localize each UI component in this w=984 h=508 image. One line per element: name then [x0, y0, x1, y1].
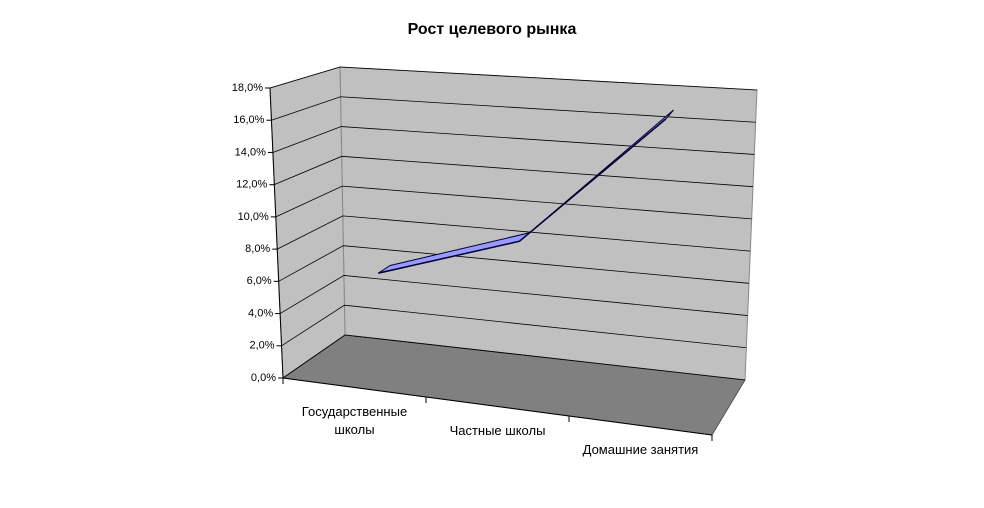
y-tick-label: 6,0% — [247, 275, 272, 287]
grid-line — [281, 304, 747, 349]
y-tick-label: 18,0% — [232, 82, 263, 94]
y-tick-label: 4,0% — [248, 307, 273, 319]
y-tick-label: 2,0% — [249, 340, 274, 352]
grid-line — [282, 334, 746, 381]
grid-line — [275, 185, 752, 220]
grid-line — [277, 215, 751, 252]
grid-line — [278, 245, 750, 284]
grid-line — [269, 66, 758, 91]
y-tick-label: 8,0% — [245, 243, 270, 255]
grid-line — [274, 155, 754, 188]
y-axis — [269, 87, 284, 379]
y-tick-label: 16,0% — [233, 114, 264, 126]
line — [378, 118, 667, 274]
grid-line — [271, 96, 756, 123]
back-wall — [339, 66, 758, 381]
grid-line — [279, 275, 748, 316]
chart-title: Рост целевого рынка — [408, 21, 577, 38]
x-tick-label: Частные школы — [449, 422, 546, 438]
grid-line — [272, 126, 755, 155]
x-tick-label: Государственные школы — [301, 403, 408, 437]
x-tick-label: Домашние занятия — [582, 441, 699, 457]
x-axis — [282, 377, 713, 436]
y-tick-label: 12,0% — [236, 179, 267, 191]
y-tick-label: 10,0% — [238, 211, 269, 223]
y-tick-label: 14,0% — [235, 146, 266, 158]
y-tick-label: 0,0% — [251, 372, 276, 384]
